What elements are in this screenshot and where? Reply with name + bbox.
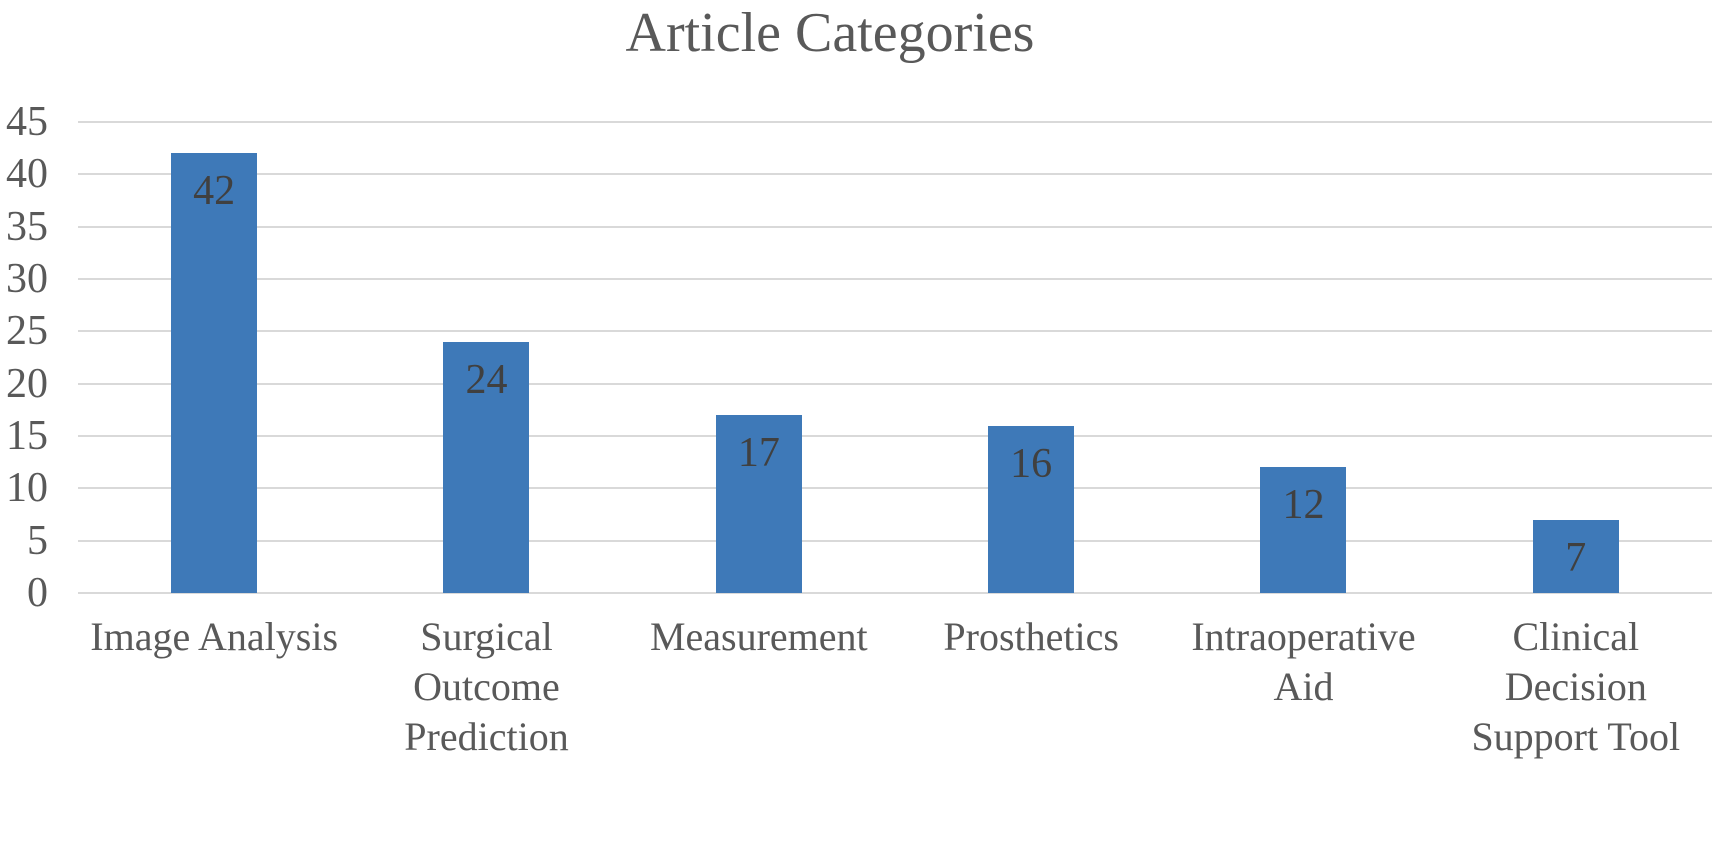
y-tick-label: 35 xyxy=(6,203,48,250)
x-label-slot-measurement: Measurement xyxy=(623,612,895,762)
y-axis-ticks: 0 5 10 15 20 25 30 35 40 45 xyxy=(0,101,58,614)
plot-area: 42 24 17 16 12 7 xyxy=(78,121,1712,594)
bar-value-label: 7 xyxy=(1565,534,1587,581)
x-category-label: Prosthetics xyxy=(943,614,1119,659)
x-label-slot-prosthetics: Prosthetics xyxy=(895,612,1167,762)
bar-value-label: 16 xyxy=(1010,440,1053,487)
bar-measurement: 17 xyxy=(715,415,802,593)
y-tick-label: 40 xyxy=(6,151,48,198)
bar-prosthetics: 16 xyxy=(988,425,1075,593)
y-tick-label: 30 xyxy=(6,256,48,303)
gridline xyxy=(78,382,1712,385)
bar-intraoperative-aid: 12 xyxy=(1260,467,1347,593)
x-label-slot-intraoperative-aid: Intraoperative Aid xyxy=(1167,612,1439,762)
bar-slot-intraoperative-aid: 12 xyxy=(1167,122,1439,593)
gridline xyxy=(78,121,1712,123)
x-category-label: Intraoperative Aid xyxy=(1191,614,1416,709)
y-tick-label: 10 xyxy=(6,465,48,512)
y-tick-label: 5 xyxy=(27,517,48,564)
bar-slot-clinical-decision-support-tool: 7 xyxy=(1440,122,1712,593)
gridline xyxy=(78,225,1712,228)
gridline xyxy=(78,539,1712,542)
bar-value-label: 42 xyxy=(193,168,236,215)
gridline xyxy=(78,278,1712,281)
bar-value-label: 12 xyxy=(1282,482,1325,529)
y-tick-label: 0 xyxy=(27,570,48,616)
bar-slot-measurement: 17 xyxy=(623,122,895,593)
y-tick-label: 20 xyxy=(6,360,48,407)
bar-surgical-outcome-prediction: 24 xyxy=(443,341,530,593)
bar-value-label: 24 xyxy=(465,356,508,403)
gridline xyxy=(78,487,1712,490)
x-category-label: Clinical Decision Support Tool xyxy=(1471,614,1681,759)
x-label-slot-clinical-decision-support-tool: Clinical Decision Support Tool xyxy=(1440,612,1712,762)
x-label-slot-surgical-outcome-prediction: Surgical Outcome Prediction xyxy=(350,612,622,762)
gridline xyxy=(78,592,1712,594)
gridline xyxy=(78,330,1712,333)
x-label-slot-image-analysis: Image Analysis xyxy=(78,612,350,762)
x-category-label: Surgical Outcome Prediction xyxy=(404,614,569,759)
y-tick-label: 25 xyxy=(6,308,48,355)
gridline xyxy=(78,435,1712,438)
bar-slot-prosthetics: 16 xyxy=(895,122,1167,593)
y-tick-label: 15 xyxy=(6,413,48,460)
bar-value-label: 17 xyxy=(737,430,780,477)
x-axis-labels: Image Analysis Surgical Outcome Predictio… xyxy=(78,612,1712,762)
y-tick-label: 45 xyxy=(6,99,48,145)
chart-title: Article Categories xyxy=(625,2,1035,64)
bar-slot-image-analysis: 42 xyxy=(78,122,350,593)
x-category-label: Image Analysis xyxy=(90,614,339,659)
bar-clinical-decision-support-tool: 7 xyxy=(1532,519,1619,593)
bar-image-analysis: 42 xyxy=(171,153,258,593)
gridline xyxy=(78,173,1712,176)
bar-slot-surgical-outcome-prediction: 24 xyxy=(350,122,622,593)
bars: 42 24 17 16 12 7 xyxy=(78,122,1712,593)
x-category-label: Measurement xyxy=(649,614,868,659)
